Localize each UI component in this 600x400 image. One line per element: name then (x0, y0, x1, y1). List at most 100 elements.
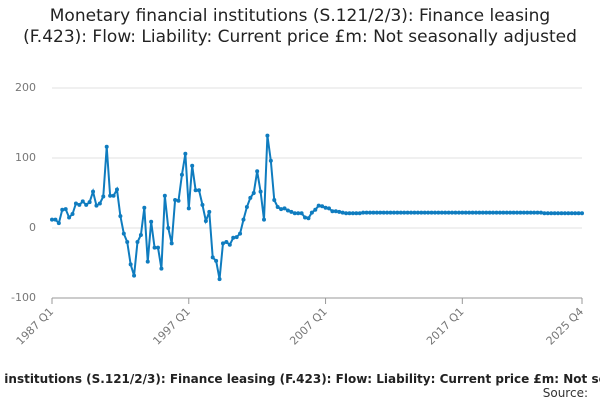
point (262, 217, 266, 222)
point (227, 242, 232, 247)
chart-title: Monetary financial institutions (S.121/2… (23, 6, 577, 47)
y-tick-label: -100 (11, 291, 36, 304)
point (562, 211, 567, 216)
point (525, 210, 530, 215)
point (320, 204, 325, 209)
point (60, 207, 65, 212)
point (251, 191, 256, 195)
x-tick-label: 2025 Q4 (544, 305, 587, 348)
point (162, 193, 167, 198)
point (217, 277, 222, 282)
point (388, 210, 393, 215)
point (111, 193, 116, 198)
point (207, 209, 212, 214)
point (296, 211, 301, 216)
point (470, 210, 475, 215)
point (67, 215, 72, 220)
point (258, 189, 263, 194)
source: Source: (542, 386, 588, 400)
point (549, 211, 554, 216)
point (552, 211, 557, 216)
point (576, 211, 581, 216)
point (97, 201, 102, 206)
point (231, 235, 236, 240)
point (80, 199, 85, 204)
point (494, 210, 499, 215)
point (446, 210, 451, 215)
point (128, 262, 133, 267)
point (419, 210, 424, 215)
point (156, 245, 160, 250)
point (118, 214, 123, 219)
point (166, 226, 171, 230)
point (344, 211, 349, 216)
footer-text: Monetary financial institutions (S.121/2… (0, 372, 600, 386)
point (333, 209, 338, 214)
point (337, 209, 342, 214)
point (101, 194, 106, 199)
point (374, 210, 379, 215)
point (521, 210, 526, 215)
point (422, 210, 427, 215)
point (511, 210, 516, 215)
point (142, 205, 147, 210)
line (52, 135, 582, 280)
point (450, 210, 455, 215)
point (87, 200, 92, 205)
point (368, 210, 372, 215)
point (268, 158, 273, 163)
point (323, 205, 328, 210)
point (145, 259, 150, 264)
x-tick-label: 2007 Q1 (287, 305, 330, 348)
point (480, 210, 485, 215)
point (50, 217, 54, 222)
point (415, 210, 420, 215)
point (556, 211, 561, 216)
point (104, 144, 109, 149)
point (114, 187, 119, 192)
point (504, 210, 509, 215)
point (326, 206, 331, 211)
point (282, 206, 287, 211)
point (467, 210, 472, 215)
point (70, 212, 75, 216)
point (183, 151, 188, 156)
footer: Monetary financial institutions (S.121/2… (0, 372, 600, 386)
point (292, 211, 297, 216)
point (220, 241, 225, 246)
point (238, 231, 243, 236)
point (200, 202, 205, 207)
point (580, 211, 584, 216)
point (528, 210, 533, 215)
point (159, 266, 164, 271)
point (94, 203, 99, 208)
point (169, 241, 174, 246)
point (443, 210, 448, 215)
y-tick-label: 100 (15, 151, 36, 164)
point (84, 202, 89, 207)
point (398, 210, 403, 215)
x-tick-label: 2017 Q1 (424, 305, 467, 348)
point (463, 210, 468, 215)
point (491, 210, 496, 215)
point (412, 210, 417, 215)
point (214, 258, 219, 263)
point (439, 210, 444, 215)
point (197, 188, 202, 193)
point (149, 219, 154, 224)
point (56, 221, 61, 226)
point (210, 255, 215, 260)
point (340, 210, 345, 215)
point (179, 172, 184, 177)
point (405, 210, 410, 215)
point (477, 210, 482, 215)
point (361, 210, 366, 215)
point (132, 273, 137, 278)
point (350, 211, 355, 216)
point (347, 211, 352, 216)
chart: -100 0 100 200 1987 Q1 1997 Q1 2007 Q1 2017 Q1 2… (11, 81, 587, 348)
point (303, 215, 308, 220)
point (487, 210, 492, 215)
y-tick-label: 200 (15, 81, 36, 94)
point (63, 207, 68, 212)
